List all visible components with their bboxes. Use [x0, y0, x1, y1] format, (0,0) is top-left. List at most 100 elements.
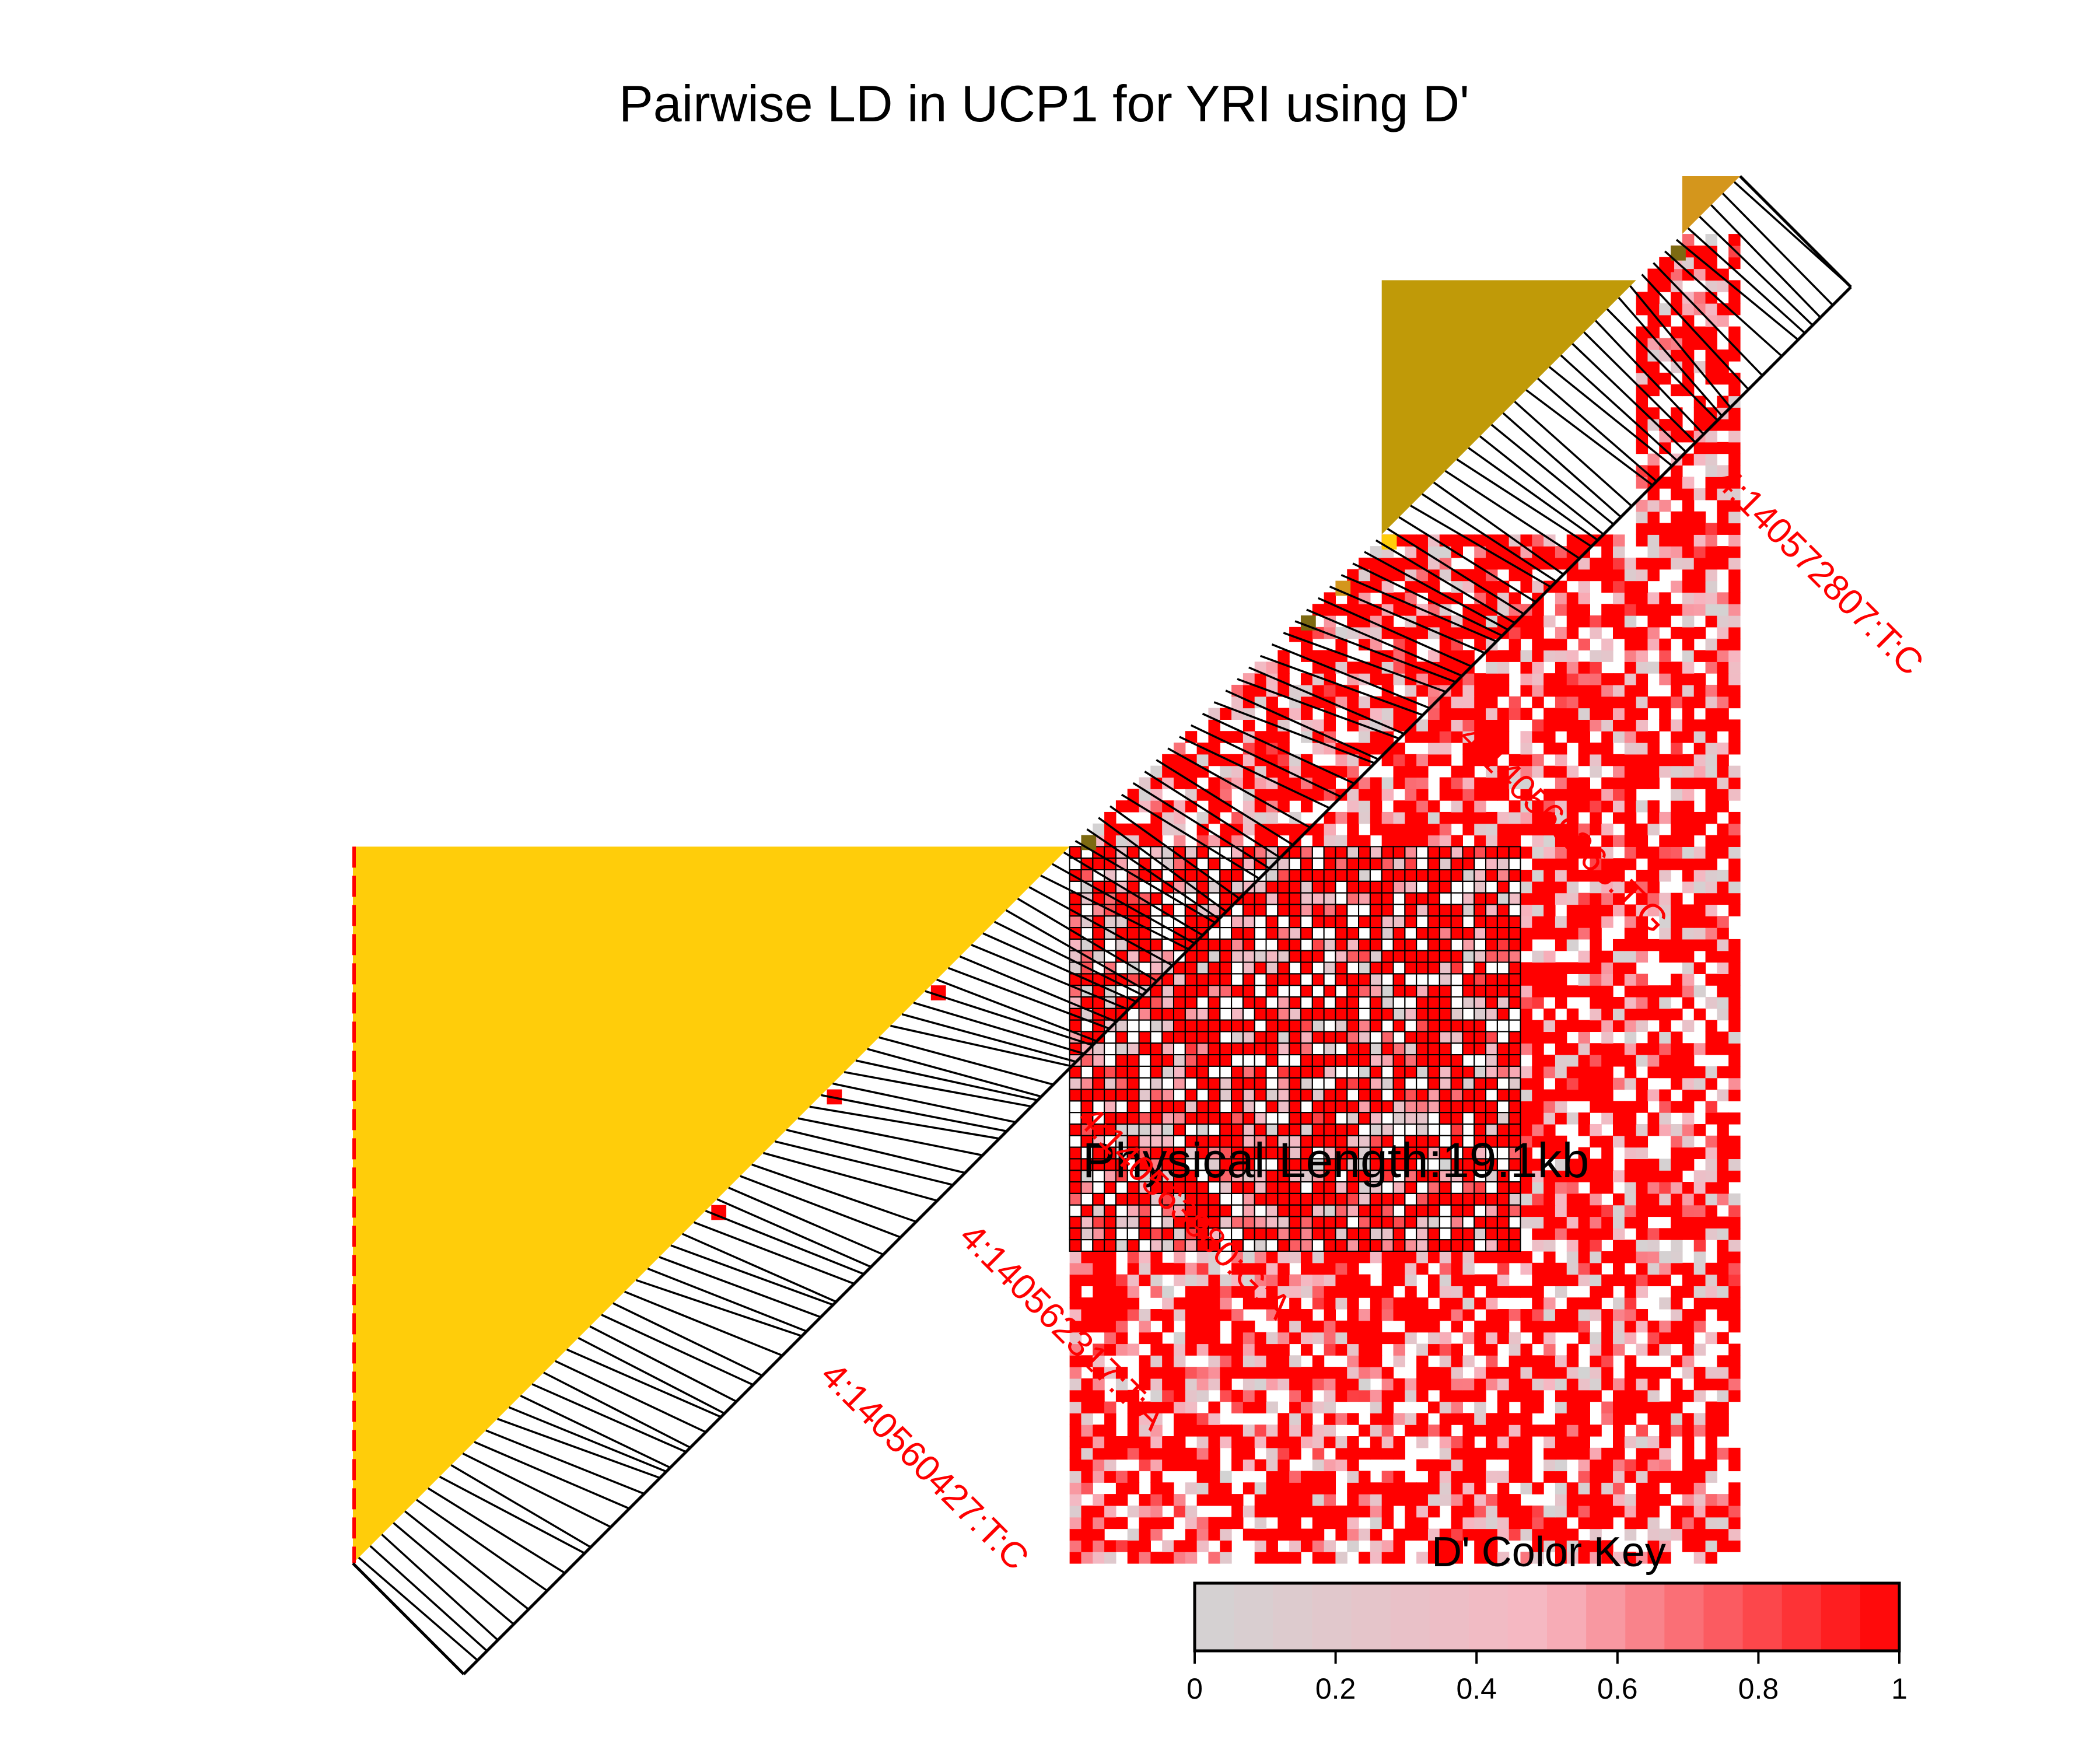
- ld-cell: [1636, 662, 1648, 674]
- ld-cell: [1127, 1043, 1140, 1055]
- ld-cell: [1647, 592, 1660, 604]
- ld-cell: [1405, 684, 1417, 697]
- ld-cell: [1613, 1494, 1625, 1506]
- ld-cell: [1682, 1355, 1695, 1367]
- ld-cell: [1196, 754, 1209, 766]
- ld-cell: [1162, 1008, 1174, 1021]
- ld-cell: [1278, 1158, 1290, 1171]
- ld-cell: [1405, 1240, 1417, 1252]
- ld-cell: [1220, 1471, 1232, 1483]
- ld-cell: [1555, 1494, 1567, 1506]
- ld-cell: [1208, 1101, 1220, 1113]
- ld-cell: [1139, 1355, 1151, 1367]
- ld-cell: [1601, 1552, 1614, 1564]
- ld-cell: [1508, 708, 1521, 720]
- ld-cell: [1451, 1343, 1463, 1356]
- ld-cell: [1590, 823, 1602, 836]
- ld-cell: [1717, 419, 1729, 431]
- ld-cell: [1451, 1008, 1463, 1021]
- ld-cell: [1370, 1297, 1382, 1310]
- ld-cell: [1693, 892, 1706, 905]
- ld-cell: [1069, 1262, 1082, 1275]
- ld-cell: [1693, 1424, 1706, 1437]
- ld-cell: [1359, 1170, 1371, 1182]
- ld-cell: [1150, 823, 1163, 836]
- ld-cell: [1196, 1043, 1209, 1055]
- ld-cell: [1405, 1505, 1417, 1518]
- ld-cell: [1300, 765, 1313, 778]
- ld-cell: [1728, 1528, 1741, 1541]
- ld-cell: [1613, 1240, 1625, 1252]
- ld-cell: [1659, 1413, 1671, 1425]
- ld-cell: [1393, 1055, 1405, 1067]
- ld-cell: [1497, 858, 1510, 870]
- ld-cell: [1659, 846, 1671, 859]
- ld-cell: [1590, 904, 1602, 916]
- ld-cell: [1405, 1158, 1417, 1171]
- ld-cell: [1705, 996, 1717, 1009]
- ld-cell: [1671, 974, 1683, 986]
- ld-cell: [1693, 580, 1706, 593]
- ld-cell: [1300, 1274, 1313, 1286]
- ld-cell: [1254, 1228, 1267, 1240]
- ld-cell: [1693, 811, 1706, 824]
- ld-cell: [1162, 1540, 1174, 1552]
- ld-cell: [1427, 1043, 1440, 1055]
- ld-cell: [1347, 1031, 1359, 1044]
- ld-cell: [1636, 604, 1648, 616]
- ld-cell: [1474, 1390, 1486, 1402]
- ld-cell: [1474, 1494, 1486, 1506]
- ld-cell: [1127, 974, 1140, 986]
- ld-cell: [1566, 592, 1579, 604]
- ld-cell: [1324, 1031, 1336, 1044]
- ld-cell: [1717, 499, 1729, 512]
- ld-cell: [1139, 1367, 1151, 1379]
- ld-cell: [1693, 985, 1706, 998]
- ld-cell: [1393, 928, 1405, 940]
- ld-cell: [1462, 823, 1475, 836]
- ld-cell: [1520, 1367, 1532, 1379]
- ld-cell: [1405, 1101, 1417, 1113]
- ld-cell: [1427, 1343, 1440, 1356]
- ld-cell: [1359, 696, 1371, 709]
- ld-cell: [1242, 754, 1255, 766]
- ld-cell: [1289, 939, 1301, 951]
- ld-cell: [1578, 557, 1590, 570]
- ld-cell: [1208, 1355, 1220, 1367]
- ld-cell: [1289, 904, 1301, 916]
- ld-cell: [1185, 1401, 1198, 1413]
- ld-cell: [1208, 1459, 1220, 1472]
- ld-cell: [1555, 1505, 1567, 1518]
- ld-cell: [1312, 1124, 1325, 1136]
- ld-cell: [1590, 1228, 1602, 1240]
- ld-cell: [1682, 962, 1695, 974]
- ld-cell: [1671, 892, 1683, 905]
- ld-cell: [1624, 615, 1637, 628]
- ld-cell: [1578, 1274, 1590, 1286]
- ld-cell: [1566, 904, 1579, 916]
- ld-cell: [1439, 1251, 1452, 1264]
- ld-cell: [1566, 1447, 1579, 1460]
- ld-cell: [1717, 1135, 1729, 1148]
- ld-cell: [1139, 1031, 1151, 1044]
- ld-cell: [1613, 765, 1625, 778]
- ld-cell: [1462, 1494, 1475, 1506]
- ld-cell: [1659, 1401, 1671, 1413]
- ld-cell: [1359, 1378, 1371, 1391]
- ld-cell: [1196, 823, 1209, 836]
- ld-cell: [1671, 1240, 1683, 1252]
- ld-cell: [1717, 1309, 1729, 1321]
- ld-cell: [1115, 1031, 1128, 1044]
- ld-cell: [1728, 338, 1741, 350]
- ld-cell: [1242, 916, 1255, 928]
- ld-cell: [1578, 916, 1590, 928]
- ld-cell: [1659, 604, 1671, 616]
- ld-cell: [1647, 1274, 1660, 1286]
- ld-cell: [1474, 1517, 1486, 1530]
- ld-cell: [1671, 430, 1683, 443]
- ld-cell: [1474, 777, 1486, 789]
- ld-cell: [1196, 1528, 1209, 1541]
- ld-cell: [1532, 962, 1544, 974]
- ld-cell: [1069, 1517, 1082, 1530]
- ld-cell: [1289, 974, 1301, 986]
